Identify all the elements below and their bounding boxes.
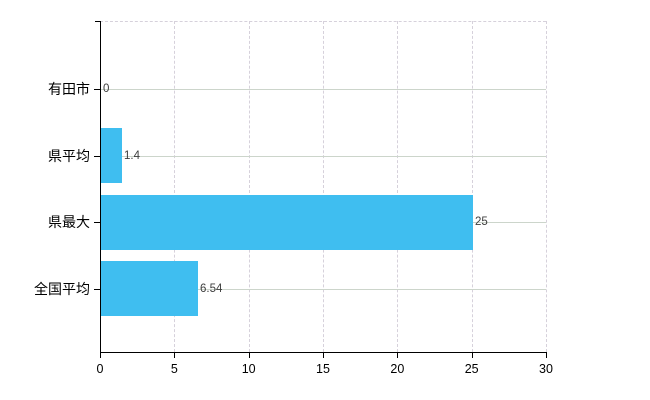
bar-value-label: 0 xyxy=(103,83,110,95)
vertical-gridline xyxy=(323,21,324,352)
x-axis-tick-label: 30 xyxy=(539,362,553,376)
x-axis-tick xyxy=(546,352,547,358)
x-axis-tick-label: 15 xyxy=(316,362,330,376)
vertical-gridline xyxy=(546,21,547,352)
x-axis-tick-label: 0 xyxy=(96,362,104,376)
x-axis-tick-label: 20 xyxy=(390,362,405,376)
vertical-gridline xyxy=(248,21,250,352)
y-axis-tick xyxy=(94,288,100,290)
bar-value-label: 25 xyxy=(475,216,488,228)
bar-value-label: 6.54 xyxy=(200,282,223,295)
horizontal-gridline xyxy=(100,288,546,290)
x-axis-tick xyxy=(248,352,250,358)
horizontal-gridline xyxy=(100,155,546,157)
vertical-gridline xyxy=(174,21,176,352)
y-axis-tick xyxy=(94,155,100,157)
category-label: 全国平均 xyxy=(34,280,90,297)
bar xyxy=(101,261,198,316)
y-axis-tick xyxy=(94,89,100,90)
horizontal-gridline xyxy=(100,89,546,90)
x-axis-tick-label: 25 xyxy=(464,362,479,376)
x-axis-tick xyxy=(100,352,101,358)
category-label: 県最大 xyxy=(48,214,90,230)
x-axis-tick xyxy=(471,352,473,358)
vertical-gridline xyxy=(397,21,399,352)
category-label: 県平均 xyxy=(48,147,90,164)
x-axis-tick xyxy=(397,352,399,358)
vertical-gridline xyxy=(471,21,473,352)
y-axis-end-tick xyxy=(95,21,100,22)
bar xyxy=(101,128,122,183)
y-axis-tick xyxy=(94,222,100,223)
x-axis-tick xyxy=(323,352,324,358)
x-axis-tick-label: 5 xyxy=(170,362,178,376)
x-axis-tick xyxy=(174,352,176,358)
x-axis-tick-label: 10 xyxy=(241,362,256,376)
y-axis-line xyxy=(100,21,101,352)
bar-value-label: 1.4 xyxy=(124,149,140,162)
category-label: 有田市 xyxy=(48,81,90,97)
bar xyxy=(101,194,473,250)
